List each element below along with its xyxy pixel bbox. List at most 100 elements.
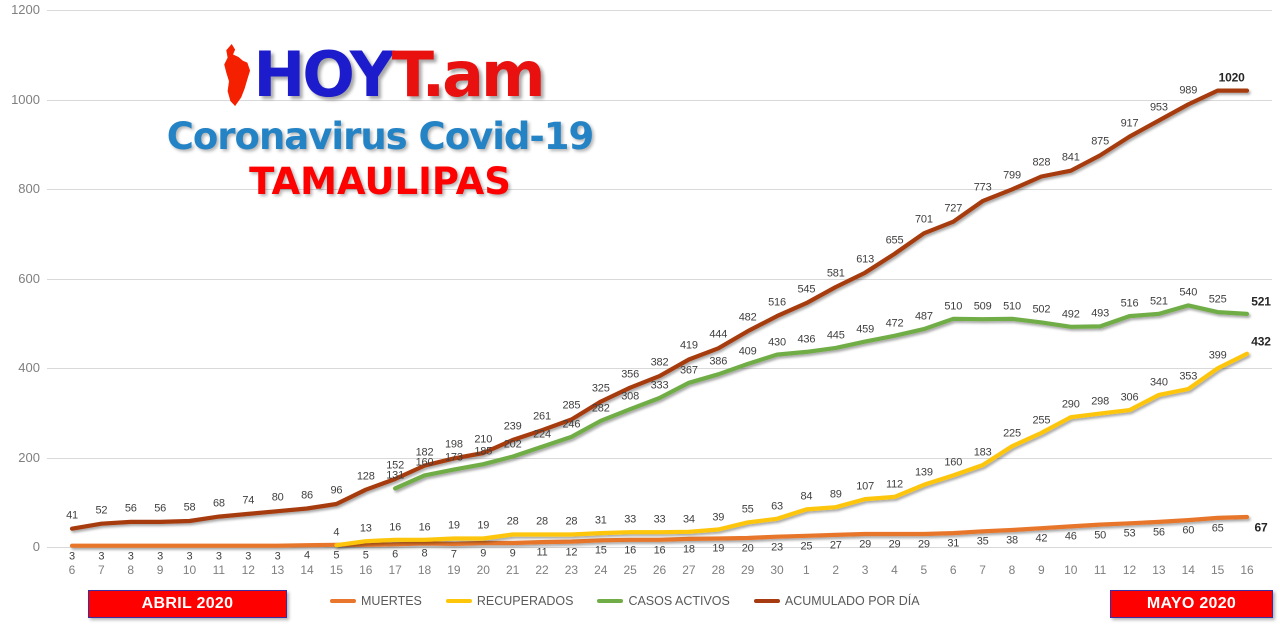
data-point-label: 28 <box>506 515 519 528</box>
data-point-label: 19 <box>477 519 490 532</box>
data-point-label: 34 <box>682 513 695 526</box>
y-axis-tick-label: 600 <box>18 270 40 286</box>
data-point-label: 19 <box>447 519 460 532</box>
data-point-label: 16 <box>653 544 666 557</box>
data-point-label: 386 <box>709 355 728 368</box>
x-axis-tick-label: 16 <box>1240 563 1254 577</box>
data-point-label: 160 <box>415 456 434 469</box>
data-point-label: 261 <box>533 410 551 423</box>
data-point-label: 11 <box>536 546 548 559</box>
data-point-label: 502 <box>1032 303 1051 316</box>
data-point-label: 107 <box>856 480 875 493</box>
x-axis-tick-label: 2 <box>832 563 840 577</box>
data-point-label: 25 <box>800 540 813 553</box>
x-axis-tick-label: 1 <box>803 563 810 577</box>
data-point-label: 16 <box>389 521 402 534</box>
data-point-label: 581 <box>826 267 845 280</box>
x-axis-tick-label: 4 <box>891 563 898 577</box>
data-point-label: 875 <box>1091 135 1110 148</box>
x-axis-tick-label: 9 <box>156 563 164 577</box>
y-axis-tick-label: 800 <box>18 181 40 196</box>
data-point-label: 3 <box>274 550 281 563</box>
x-axis-tick-label: 8 <box>127 563 135 577</box>
data-point-label: 356 <box>621 368 640 381</box>
data-point-label: 38 <box>1006 534 1018 547</box>
x-axis-tick-label: 3 <box>861 563 869 577</box>
data-point-label: 23 <box>771 541 783 554</box>
legend-label: RECUPERADOS <box>476 594 574 608</box>
gridline <box>47 278 1272 280</box>
legend-item[interactable]: MUERTES <box>330 594 422 608</box>
data-point-label: 160 <box>944 456 963 469</box>
chart-legend: MUERTES RECUPERADOS CASOS ACTIVOS ACUMULADO… <box>330 594 920 608</box>
data-point-label: 432 <box>1251 334 1271 349</box>
data-point-label: 3 <box>215 550 222 563</box>
data-point-label: 182 <box>415 446 434 459</box>
series-line-acumulado-por-d-a <box>69 88 1250 531</box>
data-point-label: 482 <box>738 311 757 324</box>
data-point-label: 52 <box>95 504 108 517</box>
data-point-label: 80 <box>271 491 284 504</box>
data-point-label: 225 <box>1003 427 1021 440</box>
data-point-label: 27 <box>829 539 842 552</box>
data-point-label: 29 <box>859 538 872 551</box>
data-point-label: 5 <box>362 549 369 562</box>
legend-swatch-icon <box>597 599 624 603</box>
data-point-label: 953 <box>1149 101 1168 114</box>
legend-item[interactable]: CASOS ACTIVOS <box>597 594 730 608</box>
data-point-label: 655 <box>885 234 904 247</box>
data-point-label: 128 <box>356 470 375 483</box>
data-point-label: 50 <box>1094 529 1107 542</box>
data-point-label: 42 <box>1035 532 1048 545</box>
data-point-label: 989 <box>1179 84 1198 97</box>
legend-label: ACUMULADO POR DÍA <box>784 594 920 608</box>
data-point-label: 445 <box>826 329 845 342</box>
y-axis-tick-label: 200 <box>18 449 40 465</box>
data-point-label: 285 <box>562 399 581 412</box>
x-axis-tick-label: 21 <box>505 563 520 577</box>
data-point-label: 41 <box>66 509 78 522</box>
data-point-label: 18 <box>682 543 695 556</box>
data-point-label: 773 <box>973 181 992 194</box>
data-point-label: 198 <box>444 438 463 451</box>
data-point-label: 210 <box>474 433 493 446</box>
x-axis-tick-label: 30 <box>770 563 784 577</box>
data-point-label: 799 <box>1003 169 1021 182</box>
data-point-label: 9 <box>480 547 487 560</box>
legend-item[interactable]: RECUPERADOS <box>445 594 574 608</box>
data-point-label: 28 <box>565 515 578 528</box>
x-axis-tick-label: 20 <box>476 563 490 577</box>
data-point-label: 325 <box>591 382 610 395</box>
data-point-label: 31 <box>947 537 960 550</box>
data-point-label: 89 <box>829 488 842 501</box>
data-point-label: 152 <box>386 459 405 472</box>
data-point-label: 430 <box>768 336 786 349</box>
data-point-label: 35 <box>976 535 989 548</box>
x-axis-tick-label: 14 <box>300 563 314 577</box>
data-point-label: 56 <box>124 502 137 515</box>
data-point-label: 727 <box>944 202 963 215</box>
gridline <box>47 99 1272 101</box>
x-axis-tick-label: 18 <box>417 563 432 577</box>
data-point-label: 382 <box>650 356 669 369</box>
data-point-label: 4 <box>333 526 340 539</box>
x-axis-tick-label: 27 <box>682 563 696 577</box>
data-point-label: 3 <box>186 550 193 563</box>
data-point-label: 183 <box>973 446 992 459</box>
x-axis-tick-label: 25 <box>623 563 637 577</box>
data-point-label: 306 <box>1120 391 1139 404</box>
data-point-label: 828 <box>1032 156 1051 169</box>
data-point-label: 340 <box>1149 376 1168 389</box>
data-point-label: 112 <box>886 478 903 491</box>
data-point-label: 28 <box>536 515 548 528</box>
data-point-label: 8 <box>421 547 428 560</box>
legend-item[interactable]: ACUMULADO POR DÍA <box>753 594 920 608</box>
x-axis-tick-label: 5 <box>920 563 928 577</box>
data-point-label: 436 <box>797 333 816 346</box>
x-axis-tick-label: 12 <box>241 563 255 577</box>
x-axis-tick-label: 16 <box>359 563 373 577</box>
data-point-label: 74 <box>242 494 255 507</box>
x-axis-tick-label: 19 <box>447 563 461 577</box>
